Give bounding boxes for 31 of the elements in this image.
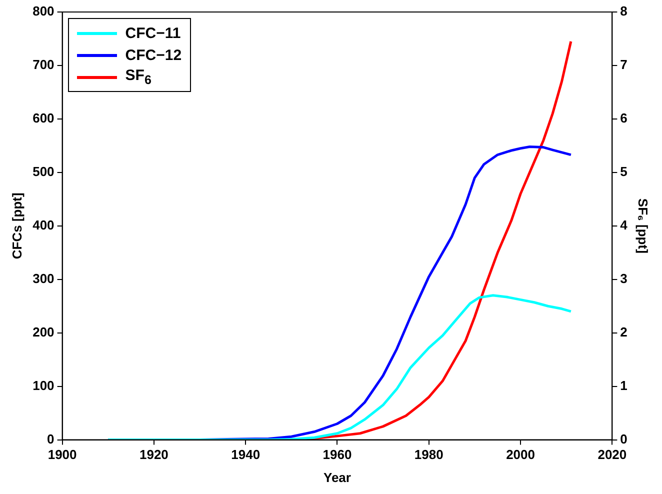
y-tick-label: 600 (32, 110, 54, 126)
y2-tick-label: 3 (620, 270, 628, 286)
legend-label: SF$_{6}$ (125, 67, 152, 87)
y-tick-label: 0 (47, 431, 54, 446)
y-axis-title: CFCs [ppt] (9, 192, 24, 260)
x-axis-title: Year (323, 470, 351, 485)
y-tick-label: 400 (32, 217, 54, 232)
x-tick-label: 1940 (231, 447, 260, 462)
y2-tick-label: 4 (620, 217, 628, 232)
y2-tick-label: 0 (620, 431, 628, 446)
y-tick-label: 200 (32, 324, 54, 340)
legend-label: CFC−12 (125, 46, 182, 64)
x-tick-label: 1960 (322, 447, 352, 462)
y2-tick-label: 5 (620, 164, 628, 180)
y2-tick-label: 7 (620, 57, 628, 72)
y2-tick-label: 2 (620, 324, 628, 340)
y2-tick-label: 6 (620, 110, 628, 126)
x-tick-label: 1980 (414, 447, 444, 462)
y2-axis-title: SF₆ [ppt] (636, 198, 651, 254)
y2-tick-label: 8 (620, 4, 628, 19)
x-tick-label: 2000 (506, 447, 535, 462)
y-tick-label: 100 (32, 378, 54, 393)
y2-tick-label: 1 (620, 378, 628, 393)
y-tick-label: 500 (32, 164, 54, 180)
y-tick-label: 800 (32, 4, 54, 19)
x-tick-label: 1900 (48, 447, 77, 462)
y-tick-label: 300 (32, 270, 54, 286)
x-tick-label: 1920 (139, 447, 168, 462)
legend-label: CFC−11 (125, 24, 181, 42)
y-tick-label: 700 (32, 57, 54, 72)
x-tick-label: 2020 (598, 447, 627, 462)
